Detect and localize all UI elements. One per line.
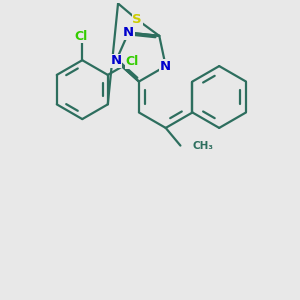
Text: Cl: Cl [125, 55, 139, 68]
Text: N: N [110, 54, 122, 68]
Text: N: N [123, 26, 134, 39]
Text: S: S [132, 13, 142, 26]
Text: Cl: Cl [74, 29, 87, 43]
Text: CH₃: CH₃ [193, 141, 214, 151]
Text: N: N [160, 60, 171, 73]
